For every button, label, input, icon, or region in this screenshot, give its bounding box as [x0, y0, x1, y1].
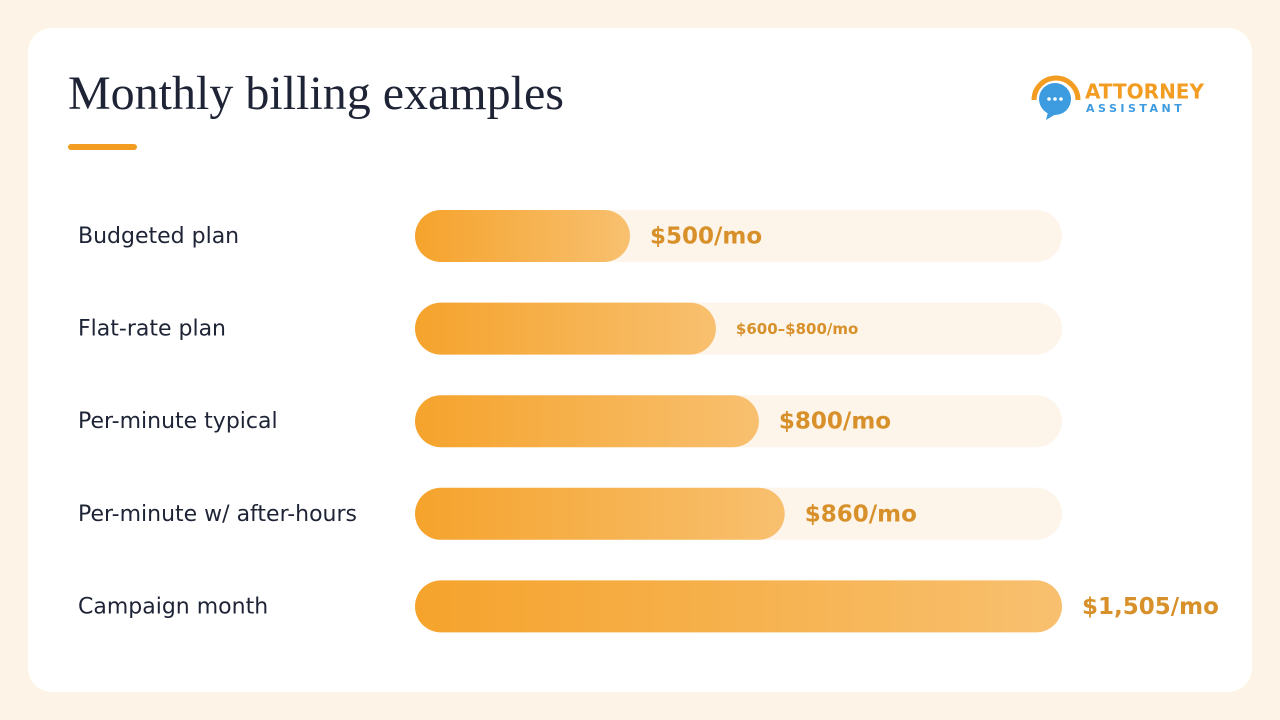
bar [415, 580, 1062, 633]
logo-text: ATTORNEY [1085, 80, 1204, 104]
logo-dot [1053, 97, 1057, 101]
category-label: Per-minute w/ after-hours [78, 502, 357, 527]
bar [415, 395, 759, 448]
logo-headset [1031, 75, 1081, 101]
title-underline [68, 144, 137, 150]
logo: ATTORNEY ASSISTANT [1031, 75, 1204, 120]
category-label: Per-minute typical [78, 409, 278, 434]
bar [415, 302, 716, 355]
bar [415, 210, 630, 262]
value-label: $860/mo [805, 501, 917, 527]
value-label: $800/mo [779, 409, 891, 435]
value-label: $500/mo [650, 224, 762, 250]
logo-dot [1047, 97, 1051, 101]
logo-dot [1059, 97, 1063, 101]
category-label: Flat-rate plan [78, 317, 226, 342]
value-label: $600–$800/mo [736, 320, 858, 338]
category-label: Budgeted plan [78, 224, 239, 249]
bar [415, 487, 785, 540]
logo-bubble-tail [1046, 112, 1056, 120]
logo-subtext: ASSISTANT [1086, 102, 1185, 115]
chart-title: Monthly billing examples [68, 67, 564, 120]
value-label: $1,505/mo [1082, 594, 1219, 620]
category-label: Campaign month [78, 594, 268, 619]
plot: Budgeted plan $500/mo Flat-rate plan $600–$… [78, 210, 1219, 633]
